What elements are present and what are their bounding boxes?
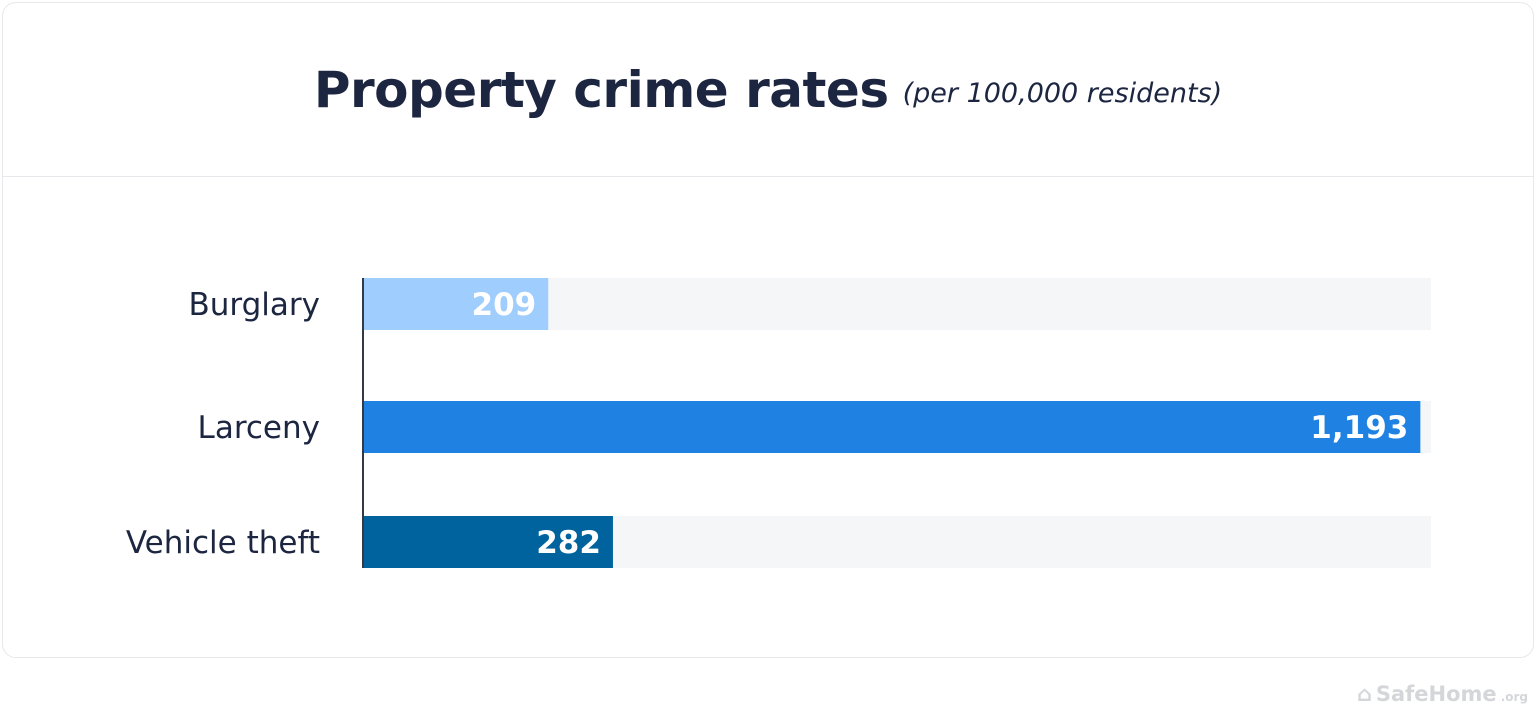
category-label: Burglary [189, 287, 321, 323]
watermark-text: SafeHome [1375, 682, 1497, 706]
data-label: 1,193 [1310, 410, 1408, 446]
house-icon: ⌂ [1356, 682, 1372, 706]
chart-subtitle: (per 100,000 residents) [902, 78, 1223, 109]
chart-title: Property crime rates [313, 60, 889, 119]
bar [363, 516, 613, 568]
safehome-logo: ⌂ SafeHome .org [1357, 682, 1528, 706]
bar [363, 401, 1421, 453]
category-label: Vehicle theft [126, 525, 320, 561]
data-label: 209 [472, 287, 537, 323]
category-label: Larceny [198, 410, 320, 446]
data-label: 282 [536, 525, 601, 561]
watermark-suffix: .org [1500, 690, 1528, 704]
bar [363, 278, 549, 330]
chart-header: Property crime rates (per 100,000 reside… [3, 3, 1533, 177]
